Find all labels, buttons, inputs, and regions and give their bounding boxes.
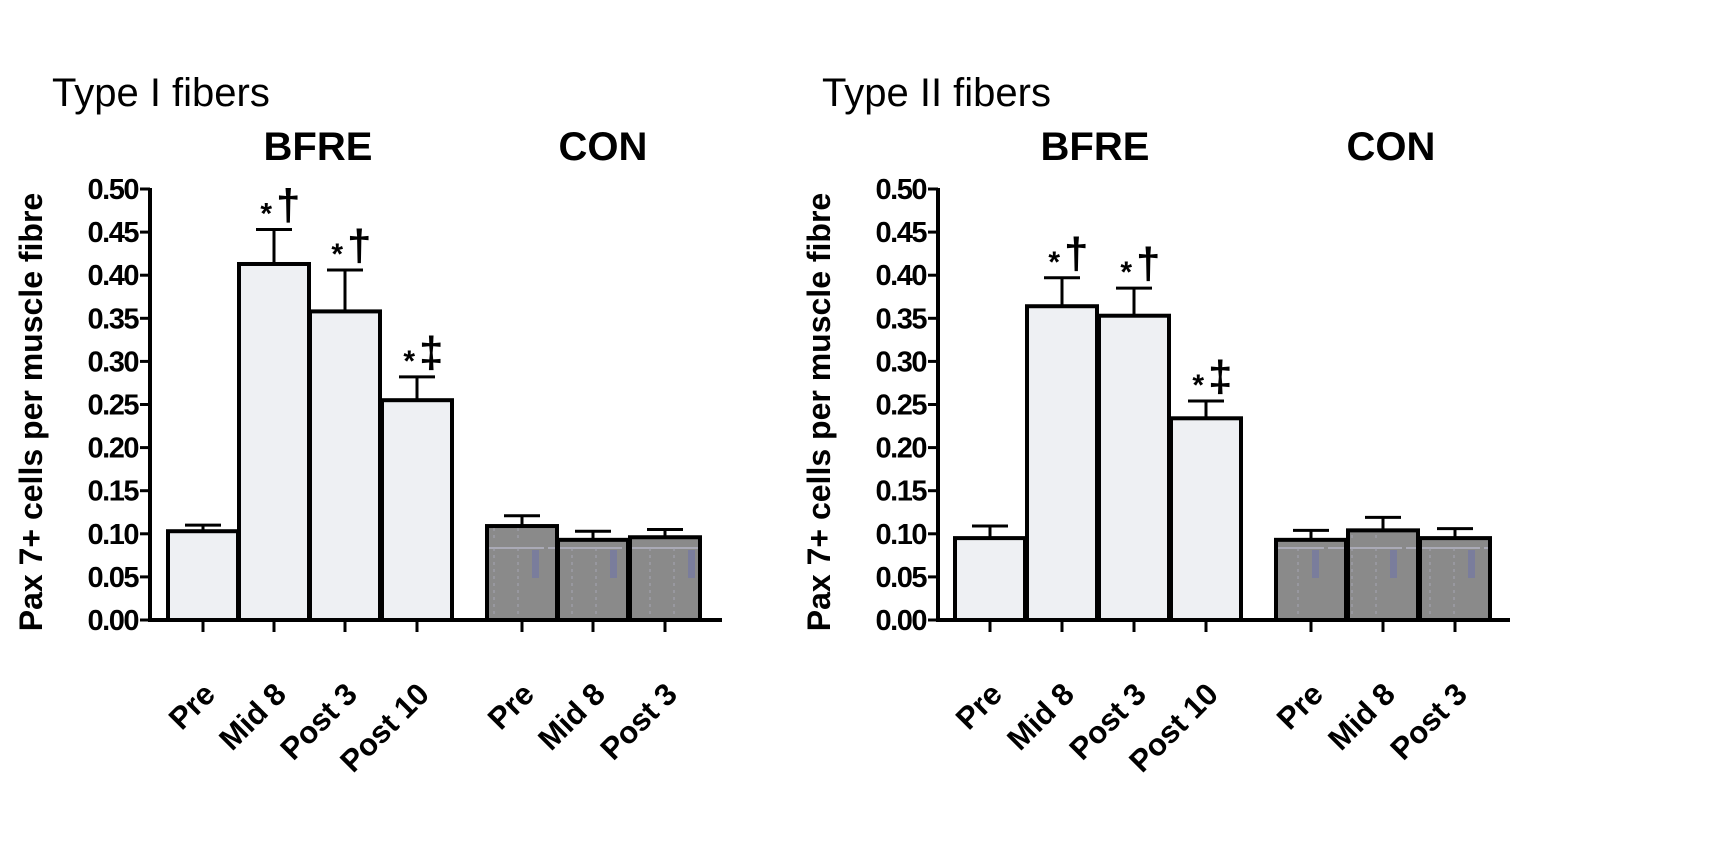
y-axis-label: Pax 7+ cells per muscle fibre [801, 193, 837, 631]
y-tick-label: 0.05 [876, 562, 928, 594]
y-axis-label: Pax 7+ cells per muscle fibre [13, 193, 49, 631]
y-tick-label: 0.15 [88, 476, 140, 508]
significance-symbol: † [1136, 239, 1160, 288]
y-tick-label: 0.50 [876, 174, 927, 206]
panel-title: Type II fibers [822, 71, 1051, 115]
x-category-label: Pre [162, 676, 222, 736]
significance-star: * [331, 238, 343, 271]
bar-bfre-post-3 [1097, 313, 1171, 622]
y-tick-label: 0.40 [876, 260, 927, 292]
y-tick-label: 0.20 [876, 433, 927, 465]
y-tick-label: 0.05 [88, 562, 140, 594]
significance-star: * [1048, 246, 1060, 279]
y-tick-label: 0.35 [876, 303, 928, 335]
y-tick-label: 0.30 [88, 346, 139, 378]
bar-con-pre [485, 524, 559, 622]
bar-con-post-3 [1418, 536, 1492, 622]
y-tick-label: 0.30 [876, 346, 927, 378]
significance-star: * [1192, 369, 1204, 402]
y-tick-label: 0.00 [88, 605, 139, 637]
bar-bfre-mid-8 [1025, 304, 1099, 622]
significance-symbol: † [1064, 229, 1088, 278]
x-category-label: Post 3 [1383, 676, 1474, 767]
bar-bfre-pre [953, 536, 1027, 622]
y-tick-label: 0.20 [88, 433, 139, 465]
bar-con-post-3 [628, 535, 702, 622]
bar-con-mid-8 [556, 537, 630, 622]
y-tick-label: 0.50 [88, 174, 139, 206]
y-tick-label: 0.40 [88, 260, 139, 292]
x-category-label: Pre [1270, 676, 1330, 736]
bar-bfre-pre [166, 529, 240, 622]
x-category-label: Pre [949, 676, 1009, 736]
panel-type-ii: Type II fibers BFRE CON Pax 7+ cells per mu… [801, 71, 1510, 779]
bar-con-mid-8 [1346, 528, 1420, 622]
significance-symbol: ‡ [419, 328, 443, 377]
bar-bfre-post-10 [1169, 416, 1243, 622]
y-tick-label: 0.15 [876, 476, 928, 508]
group-label-con: CON [1347, 125, 1436, 169]
y-tick-label: 0.45 [876, 217, 928, 249]
bar-bfre-post-3 [308, 309, 382, 622]
group-label-bfre: BFRE [1041, 125, 1150, 169]
y-tick-label: 0.10 [876, 519, 927, 551]
significance-symbol: † [276, 181, 300, 230]
significance-symbol: † [347, 221, 371, 270]
x-category-label: Pre [481, 676, 541, 736]
panel-type-i: Type I fibers BFRE CON Pax 7+ cells per mus… [13, 71, 722, 779]
group-label-bfre: BFRE [264, 125, 373, 169]
significance-star: * [403, 345, 415, 378]
y-tick-label: 0.00 [876, 605, 927, 637]
panel-title: Type I fibers [52, 71, 270, 115]
significance-symbol: ‡ [1208, 352, 1232, 401]
significance-star: * [260, 198, 272, 231]
bar-bfre-mid-8 [237, 261, 311, 622]
bar-bfre-post-10 [380, 398, 454, 622]
y-tick-label: 0.25 [876, 390, 928, 422]
y-tick-label: 0.45 [88, 217, 140, 249]
bar-con-pre [1274, 537, 1348, 622]
group-label-con: CON [559, 125, 648, 169]
y-tick-label: 0.35 [88, 303, 140, 335]
significance-star: * [1120, 256, 1132, 289]
y-tick-label: 0.10 [88, 519, 139, 551]
y-tick-label: 0.25 [88, 390, 140, 422]
x-category-label: Post 3 [593, 676, 684, 767]
